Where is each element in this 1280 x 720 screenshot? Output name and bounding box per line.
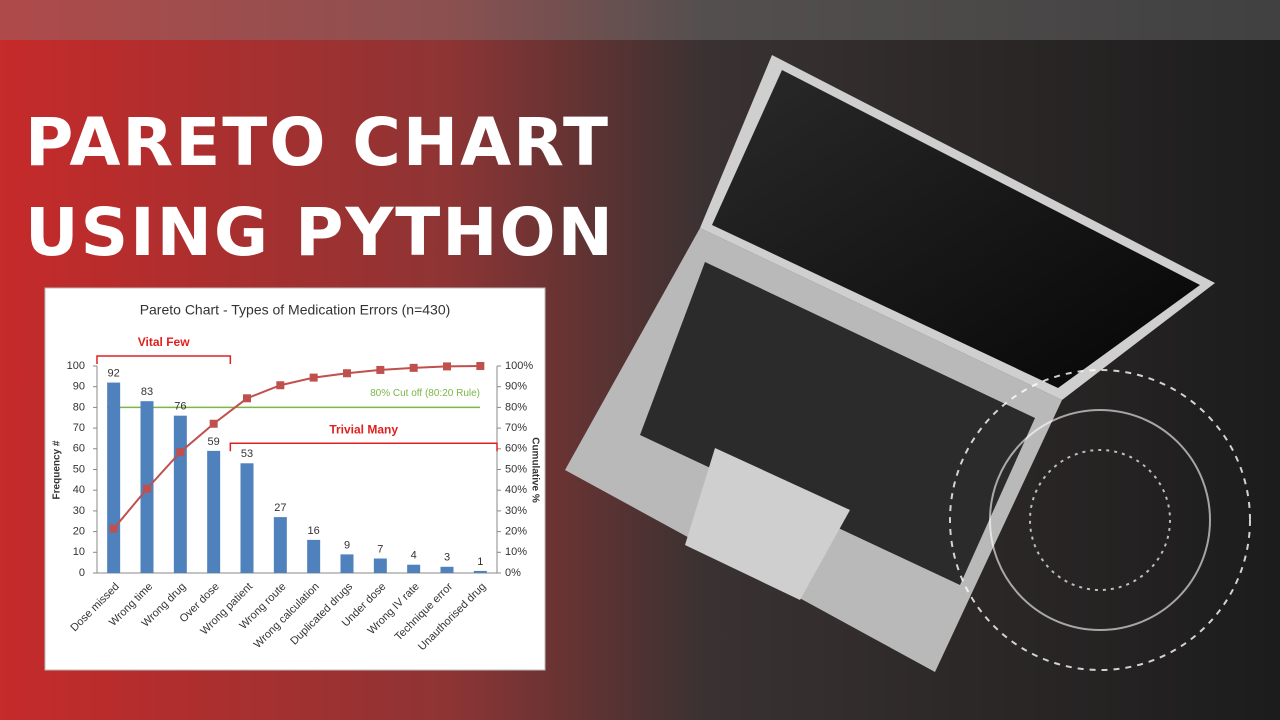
bar: [440, 566, 454, 573]
cutoff-label: 80% Cut off (80:20 Rule): [370, 388, 480, 399]
data-label: 27: [274, 502, 286, 514]
data-label: 1: [477, 556, 483, 568]
group-bracket: [96, 355, 232, 364]
hud-ring: [989, 409, 1211, 631]
data-label: 4: [411, 550, 417, 562]
bar: [473, 570, 487, 573]
keyboard: [640, 262, 1035, 585]
bar: [340, 554, 354, 573]
chart-card: [44, 287, 546, 671]
line-marker: [343, 369, 351, 378]
data-label: 83: [141, 386, 153, 398]
headline: USING PYTHON: [25, 194, 615, 271]
y2-tick-label: 90%: [505, 381, 527, 393]
data-label: 92: [108, 367, 120, 379]
bar: [107, 382, 121, 573]
bar: [273, 517, 287, 573]
texture-band: [0, 0, 1280, 40]
y-tick-label: 100: [67, 360, 85, 372]
y-tick-label: 30: [73, 505, 85, 517]
line-marker: [409, 363, 418, 372]
line-marker: [209, 419, 218, 428]
laptop: [565, 55, 1215, 672]
y2-tick-label: 30%: [505, 505, 527, 517]
y-tick-label: 10: [73, 546, 85, 558]
hud-ring: [1029, 449, 1171, 591]
bar: [407, 564, 421, 573]
y2-tick-label: 0%: [505, 567, 521, 579]
y-tick-label: 40: [73, 484, 85, 496]
y2-tick-label: 40%: [505, 484, 527, 496]
line-marker: [243, 394, 251, 403]
headline: PARETO CHART: [25, 104, 610, 181]
line-marker: [376, 365, 385, 374]
laptop-screen: [712, 70, 1200, 388]
y2-tick-label: 80%: [505, 401, 527, 413]
bar: [240, 463, 254, 573]
bar: [307, 539, 321, 573]
group-label: Trivial Many: [329, 422, 398, 436]
y2-tick-label: 10%: [505, 546, 527, 558]
y-tick-label: 50: [73, 463, 85, 475]
line-marker: [109, 524, 118, 533]
y-tick-label: 20: [73, 526, 85, 538]
bar: [373, 558, 387, 573]
y2-tick-label: 100%: [505, 360, 533, 372]
data-label: 7: [377, 543, 383, 555]
line-marker: [309, 373, 318, 382]
y-tick-label: 70: [73, 422, 85, 434]
data-label: 16: [308, 525, 320, 537]
line-marker: [176, 448, 185, 457]
group-label: Vital Few: [138, 335, 190, 349]
y2-tick-label: 70%: [505, 422, 527, 434]
y-axis-label: Frequency #: [52, 440, 63, 499]
group-bracket: [229, 442, 498, 452]
line-marker: [276, 381, 285, 390]
y-tick-label: 0: [79, 567, 85, 579]
data-label: 53: [241, 448, 253, 460]
data-label: 76: [174, 401, 186, 413]
data-label: 3: [444, 552, 450, 564]
data-label: 59: [208, 436, 220, 448]
cumulative-line: [112, 365, 481, 530]
y2-tick-label: 50%: [505, 463, 527, 475]
data-label: 9: [344, 539, 350, 551]
hud-circles: [949, 369, 1251, 671]
trackpad: [685, 448, 850, 600]
y2-tick-label: 20%: [505, 526, 527, 538]
bar: [207, 450, 221, 573]
hud-ring: [949, 369, 1251, 671]
y-tick-label: 80: [73, 401, 85, 413]
chart-title: Pareto Chart - Types of Medication Error…: [140, 302, 451, 318]
bar: [173, 415, 187, 573]
y-tick-label: 90: [73, 381, 85, 393]
line-marker: [143, 484, 151, 493]
line-marker: [443, 362, 451, 371]
y2-axis-label: Cumulative %: [529, 437, 540, 503]
y-tick-label: 60: [73, 443, 85, 455]
y2-tick-label: 60%: [505, 443, 527, 455]
line-marker: [476, 362, 485, 370]
